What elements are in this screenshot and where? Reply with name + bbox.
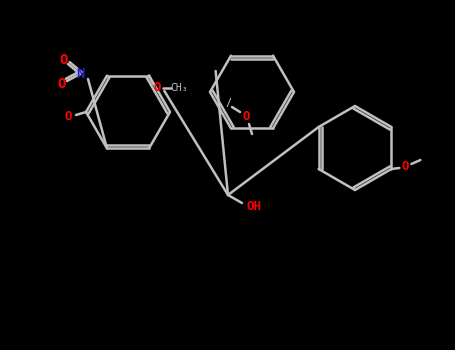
Text: O: O [242,110,250,122]
Text: OH: OH [247,201,262,214]
Text: O: O [402,161,409,174]
Text: O: O [58,77,66,91]
Text: N: N [76,67,84,81]
Text: O: O [153,81,161,94]
Text: O: O [60,53,68,67]
Text: O: O [64,111,72,124]
Text: /: / [225,98,231,108]
Text: CH₃: CH₃ [170,83,188,93]
